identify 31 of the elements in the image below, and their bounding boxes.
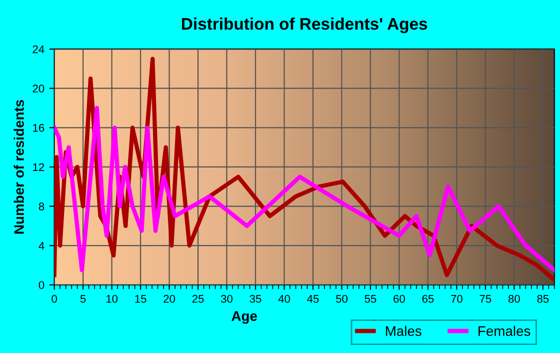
y-tick-label: 20 bbox=[32, 84, 44, 93]
x-tick-label: 25 bbox=[192, 294, 204, 303]
x-tick-label: 10 bbox=[106, 294, 118, 303]
x-tick-label: 40 bbox=[278, 294, 290, 303]
x-tick-label: 75 bbox=[480, 295, 492, 303]
x-tick-label: 30 bbox=[221, 294, 233, 303]
y-tick-label: 12 bbox=[33, 163, 44, 171]
x-tick-label: 15 bbox=[135, 295, 146, 303]
x-tick-label: 20 bbox=[164, 294, 176, 303]
x-axis-title: Age bbox=[232, 311, 257, 324]
legend-label: Males bbox=[386, 326, 422, 336]
y-tick-label: 0 bbox=[38, 281, 44, 290]
line-series bbox=[54, 106, 554, 272]
x-tick-label: 85 bbox=[537, 294, 549, 303]
x-tick-label: 35 bbox=[250, 294, 262, 303]
x-tick-label: 5 bbox=[80, 295, 86, 303]
x-tick-label: 0 bbox=[52, 294, 57, 303]
y-tick-label: 8 bbox=[38, 202, 44, 210]
y-tick-label: 24 bbox=[32, 45, 44, 54]
x-tick-label: 60 bbox=[394, 294, 405, 303]
x-tick-label: 55 bbox=[364, 295, 376, 303]
x-tick-label: 45 bbox=[307, 295, 319, 303]
y-axis-title: Number of residents bbox=[14, 100, 24, 234]
x-tick-label: 80 bbox=[508, 294, 520, 303]
x-tick-label: 70 bbox=[451, 294, 462, 303]
chart-title: Distribution of Residents' Ages bbox=[182, 18, 428, 34]
x-tick-label: 65 bbox=[422, 294, 434, 303]
legend-label: Females bbox=[478, 326, 530, 336]
y-tick-label: 16 bbox=[33, 124, 44, 132]
x-tick-label: 50 bbox=[336, 294, 348, 303]
y-tick-label: 4 bbox=[38, 242, 44, 250]
